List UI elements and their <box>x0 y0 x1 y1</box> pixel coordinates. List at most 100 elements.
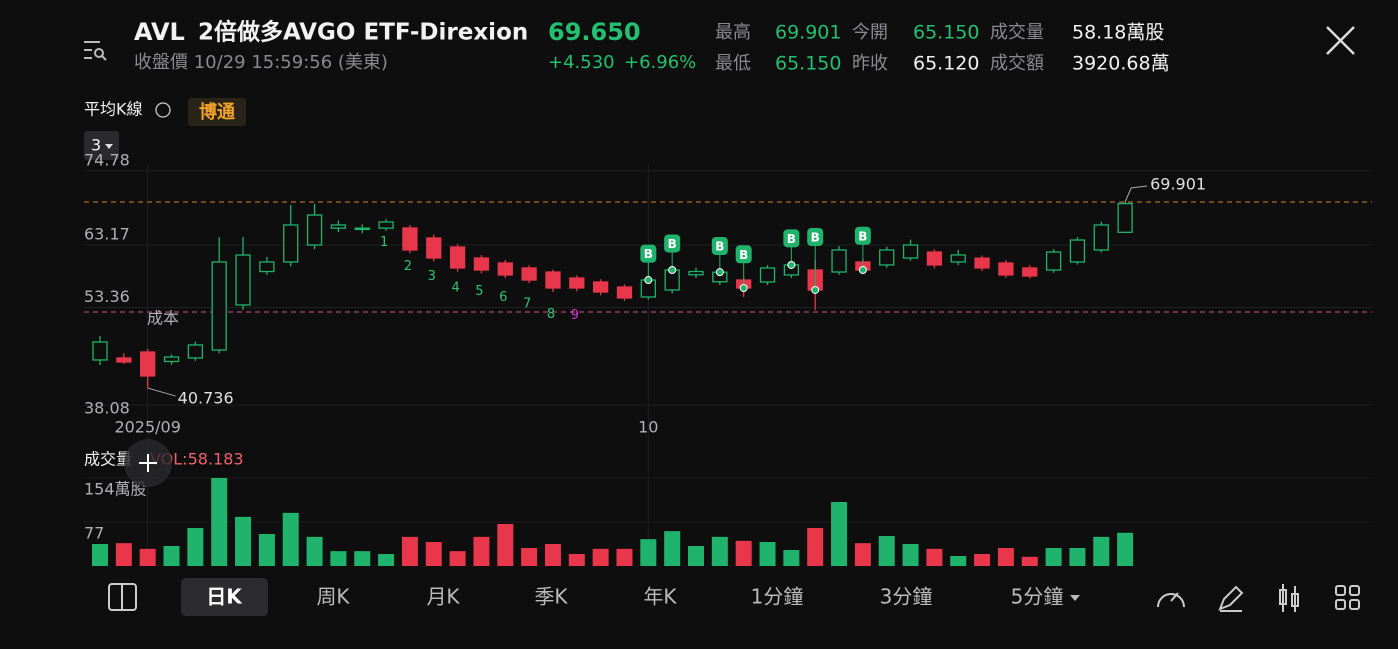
volume-bar <box>235 516 252 566</box>
buy-badge <box>711 236 728 255</box>
crosshair-icon <box>139 454 157 472</box>
volume-bar <box>1093 536 1110 566</box>
min-pointer <box>147 387 176 397</box>
cost-label: 成本 <box>147 308 179 327</box>
candle-body <box>211 261 227 351</box>
candle-body <box>92 341 108 361</box>
volume-bar <box>997 548 1014 566</box>
tab[interactable]: 5分鐘 <box>1011 585 1064 609</box>
sequence-label: 4 <box>451 281 459 296</box>
volume-bar <box>115 543 132 566</box>
min-label: 40.736 <box>178 389 234 408</box>
menu-icon[interactable] <box>84 41 107 61</box>
candle-body <box>116 357 132 363</box>
stat-label: 最低 <box>715 53 751 74</box>
price: 69.650 <box>548 18 641 46</box>
tab[interactable]: 季K <box>534 585 568 609</box>
close-button[interactable] <box>1326 26 1355 55</box>
volume-title: 成交量 <box>84 450 132 469</box>
tab[interactable]: 月K <box>426 585 460 609</box>
x-tick-label: 2025/09 <box>114 418 180 437</box>
period-box[interactable] <box>84 131 119 160</box>
y-tick-label: 74.78 <box>84 150 130 169</box>
volume-label: VOL:58.183 <box>150 450 244 469</box>
stat-label: 今開 <box>852 22 888 43</box>
candle-body <box>831 249 847 273</box>
volume-bar <box>640 539 657 566</box>
candle-body <box>163 356 180 363</box>
stat-value: 3920.68萬 <box>1072 53 1170 75</box>
sequence-label: 6 <box>499 290 507 305</box>
period[interactable]: 3 <box>91 136 101 155</box>
name: 2倍做多AVGO ETF-Direxion <box>198 19 528 46</box>
dropdown-arrow <box>105 144 113 149</box>
stat-label: 最高 <box>715 22 751 43</box>
candle-body <box>449 246 466 269</box>
tab[interactable]: 1分鐘 <box>751 585 804 609</box>
mode-label[interactable]: 平均K線 <box>84 100 143 119</box>
sequence-label: 5 <box>475 284 483 299</box>
candle-body <box>592 281 609 293</box>
candle-body <box>759 267 776 283</box>
volume-bar <box>449 551 466 566</box>
volume-bar <box>688 546 704 566</box>
candle-body <box>235 254 251 306</box>
stat-value: 65.150 <box>775 53 841 75</box>
volume-bar <box>1117 532 1134 566</box>
volume-bar <box>425 542 442 566</box>
tab-selected[interactable] <box>181 578 268 616</box>
buy-dot <box>668 266 677 275</box>
volume-bar <box>974 554 991 566</box>
candle-body <box>902 244 919 259</box>
buy-label: B <box>644 247 653 261</box>
volume-bar <box>735 540 752 566</box>
candle-body <box>688 270 704 276</box>
volume-bar <box>544 544 561 566</box>
layout-icon[interactable] <box>108 583 137 611</box>
volume-bar <box>950 556 967 566</box>
candle-body <box>569 277 585 289</box>
buy-badge <box>664 234 681 253</box>
volume-bar <box>306 536 323 566</box>
stat-label: 昨收 <box>852 53 888 74</box>
volume-bar <box>1069 548 1086 566</box>
max-label: 69.901 <box>1150 174 1206 193</box>
candle-body <box>974 257 990 269</box>
tab[interactable]: 3分鐘 <box>880 585 933 609</box>
candle-body <box>306 214 323 246</box>
buy-badge <box>783 229 800 248</box>
tab[interactable]: 日K <box>206 585 243 609</box>
y-tick-label: 38.08 <box>84 399 130 418</box>
tab[interactable]: 年K <box>643 585 677 609</box>
volume-bar <box>1045 548 1062 566</box>
info-icon[interactable] <box>155 102 171 118</box>
tab[interactable]: 周K <box>316 585 350 609</box>
candle-body <box>354 227 370 231</box>
tag-box[interactable] <box>188 98 246 126</box>
candle-body <box>926 251 943 266</box>
sequence-label: 9 <box>571 308 579 323</box>
y-tick-label: 154萬股 <box>84 480 147 499</box>
sequence-label: 8 <box>547 307 555 322</box>
volume-bar <box>759 542 776 566</box>
volume-bar <box>473 536 490 566</box>
buy-label: B <box>787 232 796 246</box>
candle-body <box>259 261 275 273</box>
stat-value: 58.18萬股 <box>1072 22 1164 44</box>
tag[interactable]: 博通 <box>199 101 235 123</box>
volume-bar <box>592 548 609 566</box>
volume-bar <box>831 502 848 566</box>
buy-label: B <box>739 248 748 262</box>
volume-bar <box>354 551 371 566</box>
volume-bar <box>807 528 824 566</box>
sequence-label: 3 <box>428 269 436 284</box>
x-tick-label: 10 <box>638 418 658 437</box>
volume-bar <box>497 524 514 566</box>
buy-badge <box>807 228 824 247</box>
volume-bar <box>878 536 895 566</box>
tool-icons[interactable] <box>1157 584 1360 612</box>
volume-bar <box>401 536 418 566</box>
stat-value: 65.120 <box>913 53 979 75</box>
